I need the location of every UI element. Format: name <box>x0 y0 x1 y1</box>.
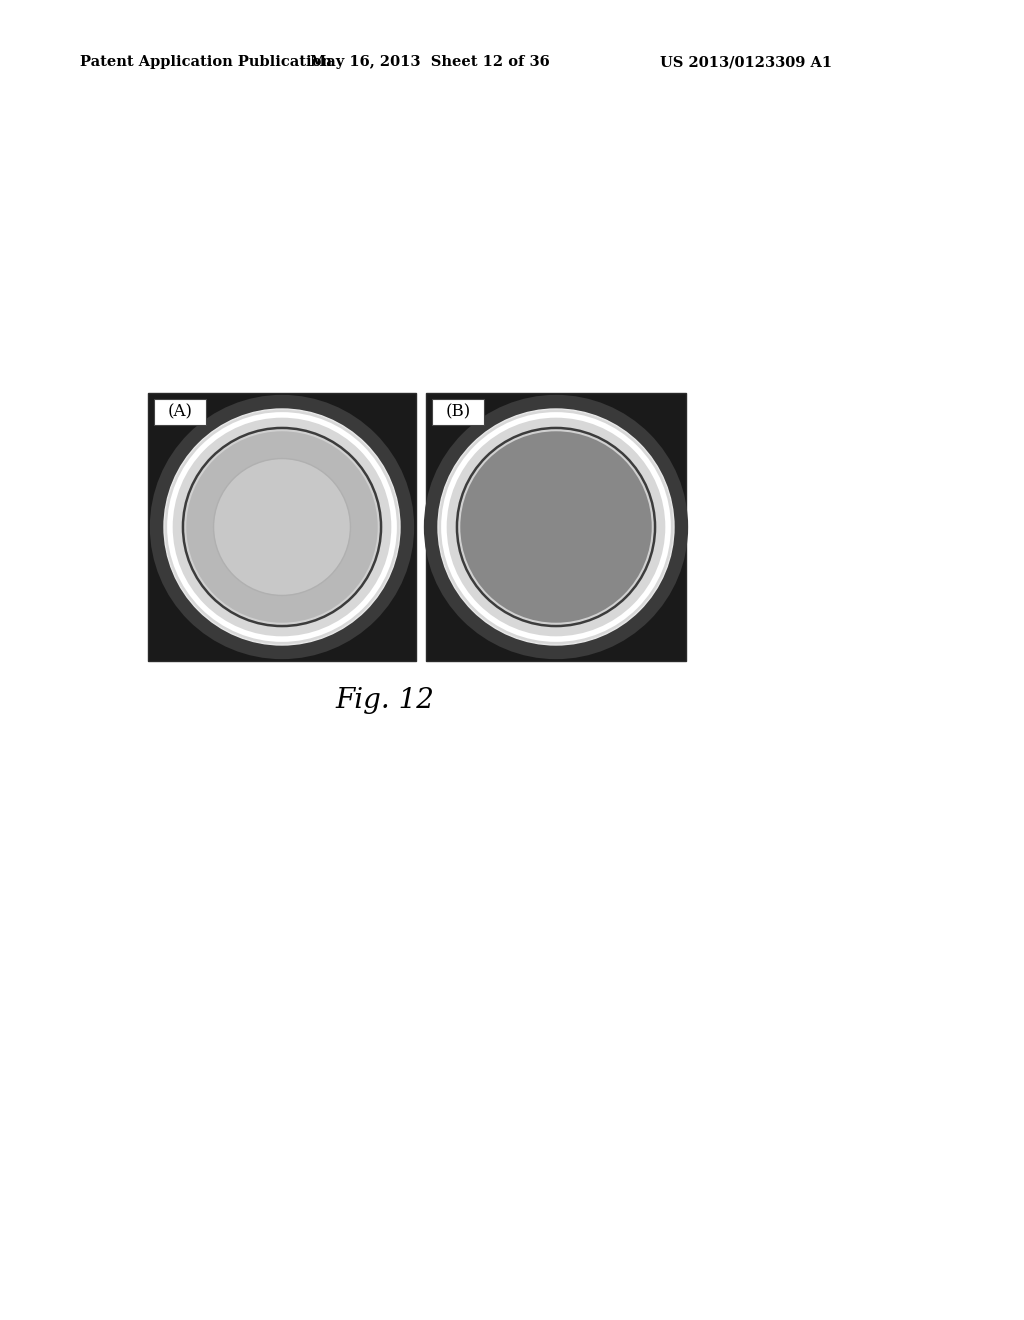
Text: US 2013/0123309 A1: US 2013/0123309 A1 <box>660 55 833 69</box>
Ellipse shape <box>424 395 688 659</box>
Ellipse shape <box>214 458 350 595</box>
Ellipse shape <box>181 426 382 627</box>
Text: (A): (A) <box>168 404 193 421</box>
Ellipse shape <box>185 430 379 624</box>
Ellipse shape <box>150 395 414 659</box>
Ellipse shape <box>438 409 674 645</box>
Text: (B): (B) <box>445 404 471 421</box>
Bar <box>154 399 206 425</box>
Text: Patent Application Publication: Patent Application Publication <box>80 55 332 69</box>
Bar <box>148 393 416 661</box>
Ellipse shape <box>164 409 400 645</box>
Ellipse shape <box>456 426 656 627</box>
Bar <box>426 393 686 661</box>
Text: May 16, 2013  Sheet 12 of 36: May 16, 2013 Sheet 12 of 36 <box>310 55 550 69</box>
Text: Fig. 12: Fig. 12 <box>336 686 434 714</box>
Ellipse shape <box>459 430 652 624</box>
Bar <box>432 399 484 425</box>
